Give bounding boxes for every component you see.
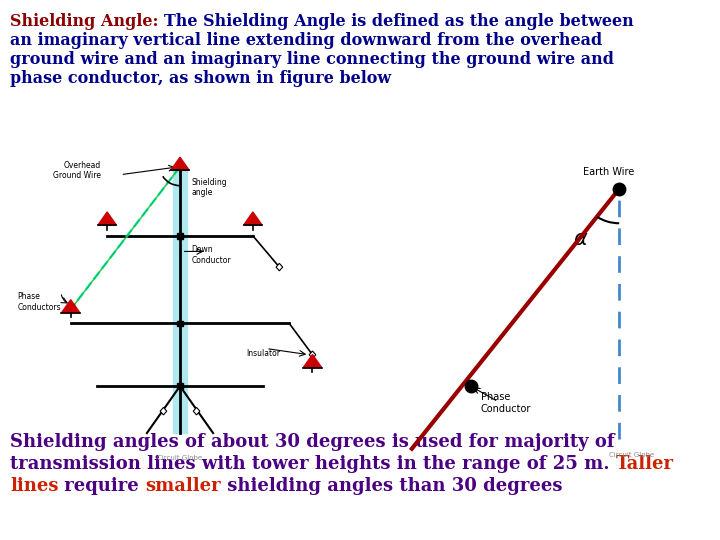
Bar xyxy=(173,167,187,433)
Text: Shielding
angle: Shielding angle xyxy=(192,178,228,197)
Text: Shielding Angle:: Shielding Angle: xyxy=(10,13,164,30)
Text: Circuit Globe: Circuit Globe xyxy=(158,455,202,461)
Text: $\alpha$: $\alpha$ xyxy=(573,229,589,249)
Polygon shape xyxy=(243,212,262,225)
Polygon shape xyxy=(61,300,80,313)
Polygon shape xyxy=(160,407,167,415)
Text: require: require xyxy=(58,477,145,495)
Text: ground wire and an imaginary line connecting the ground wire and: ground wire and an imaginary line connec… xyxy=(10,51,614,68)
Bar xyxy=(177,321,183,326)
Text: an imaginary vertical line extending downward from the overhead: an imaginary vertical line extending dow… xyxy=(10,32,602,49)
Text: Phase
Conductor: Phase Conductor xyxy=(481,393,531,414)
Text: Insulator: Insulator xyxy=(246,348,280,357)
Text: transmission lines with tower heights in the range of 25 m.: transmission lines with tower heights in… xyxy=(10,455,616,473)
Polygon shape xyxy=(193,407,200,415)
Text: phase conductor, as shown in figure below: phase conductor, as shown in figure belo… xyxy=(10,70,391,87)
Text: Taller: Taller xyxy=(616,455,674,473)
Text: smaller: smaller xyxy=(145,477,221,495)
Bar xyxy=(177,383,183,389)
Text: Phase
Conductors: Phase Conductors xyxy=(18,292,61,312)
Text: Shielding angles of about 30 degrees is used for majority of: Shielding angles of about 30 degrees is … xyxy=(10,433,615,451)
Text: lines: lines xyxy=(10,477,58,495)
Text: Down
Conductor: Down Conductor xyxy=(192,245,231,265)
Polygon shape xyxy=(276,264,283,271)
Text: Circuit Globe: Circuit Globe xyxy=(608,452,654,458)
Bar xyxy=(177,233,183,239)
Text: The Shielding Angle is defined as the angle between: The Shielding Angle is defined as the an… xyxy=(164,13,634,30)
Polygon shape xyxy=(98,212,117,225)
Text: shielding angles than 30 degrees: shielding angles than 30 degrees xyxy=(221,477,562,495)
Text: Earth Wire: Earth Wire xyxy=(583,167,634,177)
Polygon shape xyxy=(303,355,322,368)
Polygon shape xyxy=(171,157,189,170)
Polygon shape xyxy=(309,351,316,359)
Text: Overhead
Ground Wire: Overhead Ground Wire xyxy=(53,160,101,180)
